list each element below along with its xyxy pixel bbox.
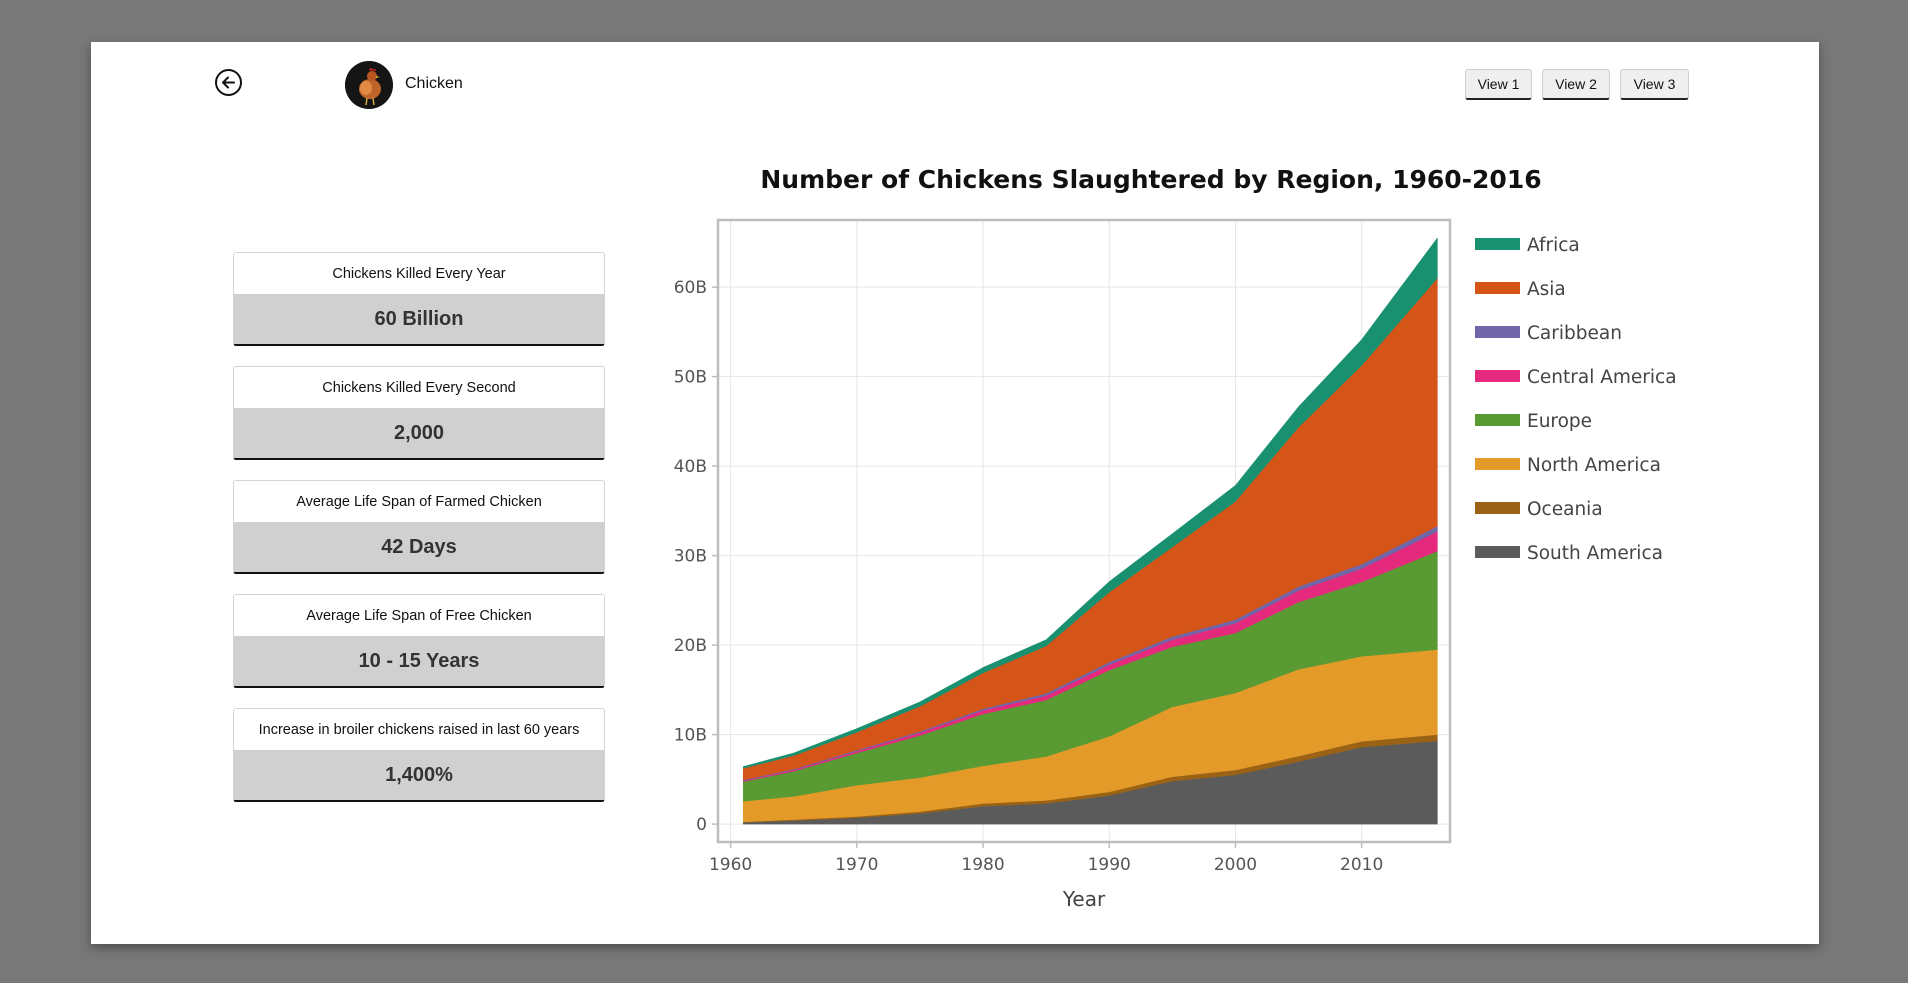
- area-africa: [742, 237, 1438, 769]
- legend-swatch-oceania: [1475, 502, 1520, 514]
- stat-value: 10 - 15 Years: [234, 636, 604, 686]
- y-tick-label: 0: [696, 815, 707, 835]
- y-tick-label: 40B: [674, 457, 707, 477]
- legend-swatch-asia: [1475, 282, 1520, 294]
- legend-swatch-north-america: [1475, 458, 1520, 470]
- legend-label-asia: Asia: [1527, 279, 1566, 300]
- stat-card-broiler-increase: Increase in broiler chickens raised in l…: [233, 708, 605, 802]
- stat-card-per-second: Chickens Killed Every Second 2,000: [233, 366, 605, 460]
- legend-swatch-south-america: [1475, 546, 1520, 558]
- legend-label-europe: Europe: [1527, 411, 1592, 432]
- stacked-area-chart: Number of Chickens Slaughtered by Region…: [674, 165, 1677, 911]
- stat-card-farmed-lifespan: Average Life Span of Farmed Chicken 42 D…: [233, 480, 605, 574]
- stat-label: Chickens Killed Every Year: [234, 253, 604, 294]
- stat-label: Chickens Killed Every Second: [234, 367, 604, 408]
- legend-swatch-europe: [1475, 414, 1520, 426]
- stat-label: Average Life Span of Farmed Chicken: [234, 481, 604, 522]
- chicken-icon: [345, 61, 393, 109]
- legend-swatch-africa: [1475, 238, 1520, 250]
- stat-label: Average Life Span of Free Chicken: [234, 595, 604, 636]
- arrow-left-icon: [222, 76, 235, 89]
- legend-label-africa: Africa: [1527, 235, 1580, 256]
- stat-label: Increase in broiler chickens raised in l…: [234, 709, 604, 750]
- view-2-button[interactable]: View 2: [1542, 69, 1610, 100]
- y-tick-label: 50B: [674, 368, 707, 388]
- legend-label-central-america: Central America: [1527, 367, 1677, 388]
- legend-label-oceania: Oceania: [1527, 499, 1603, 520]
- stat-value: 42 Days: [234, 522, 604, 572]
- plot-frame: [716, 218, 1452, 844]
- x-tick-label: 1960: [709, 855, 752, 875]
- chicken-avatar: [345, 61, 393, 109]
- stat-value: 60 Billion: [234, 294, 604, 344]
- x-tick-label: 2010: [1340, 855, 1383, 875]
- stat-card-free-lifespan: Average Life Span of Free Chicken 10 - 1…: [233, 594, 605, 688]
- y-tick-label: 10B: [674, 726, 707, 746]
- x-tick-label: 2000: [1214, 855, 1257, 875]
- legend-swatch-central-america: [1475, 370, 1520, 382]
- animal-name: Chicken: [405, 75, 463, 92]
- stat-value: 1,400%: [234, 750, 604, 800]
- chart-title: Number of Chickens Slaughtered by Region…: [760, 165, 1541, 194]
- x-tick-label: 1990: [1088, 855, 1131, 875]
- view-3-button[interactable]: View 3: [1620, 69, 1689, 100]
- stat-value: 2,000: [234, 408, 604, 458]
- legend-swatch-caribbean: [1475, 326, 1520, 338]
- legend-label-caribbean: Caribbean: [1527, 323, 1622, 344]
- back-button[interactable]: [215, 69, 242, 96]
- y-tick-label: 20B: [674, 636, 707, 656]
- x-tick-label: 1970: [835, 855, 878, 875]
- legend-label-south-america: South America: [1527, 543, 1663, 564]
- stat-card-yearly: Chickens Killed Every Year 60 Billion: [233, 252, 605, 346]
- y-tick-label: 60B: [674, 278, 707, 298]
- view-1-button[interactable]: View 1: [1465, 69, 1532, 100]
- app-window: Chicken View 1 View 2 View 3 Chickens Ki…: [91, 42, 1819, 944]
- y-tick-label: 30B: [674, 547, 707, 567]
- x-tick-label: 1980: [961, 855, 1004, 875]
- legend-label-north-america: North America: [1527, 455, 1661, 476]
- x-axis-label: Year: [1062, 887, 1106, 911]
